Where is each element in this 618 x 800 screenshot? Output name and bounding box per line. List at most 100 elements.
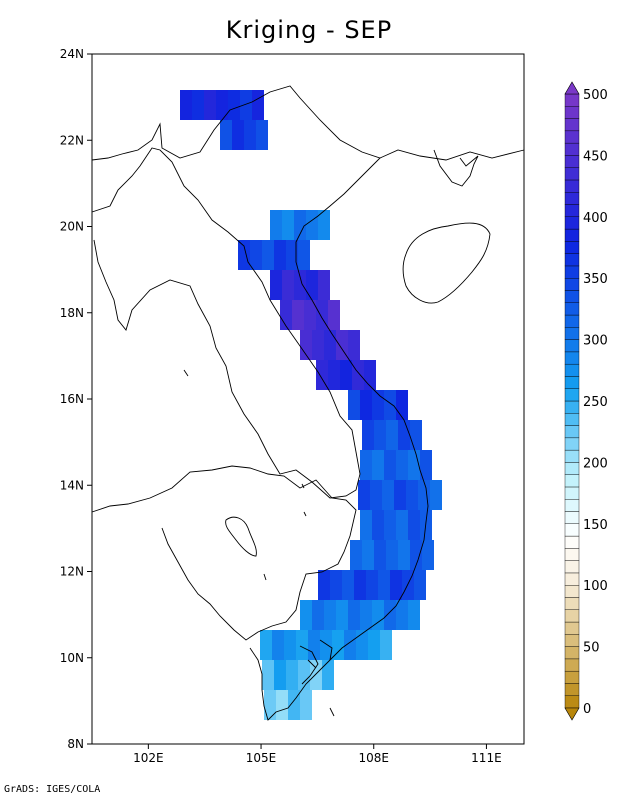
- colorbar-label: 350: [583, 272, 608, 287]
- grid-cell: [382, 480, 394, 510]
- leizhou-peninsula: [433, 149, 479, 187]
- grid-cell: [232, 120, 244, 150]
- grid-cell: [336, 330, 348, 360]
- grid-cell: [238, 240, 250, 270]
- grid-cell: [300, 600, 312, 630]
- x-axis: 102E 105E 108E 111E: [133, 744, 502, 765]
- colorbar-swatch: [564, 363, 580, 377]
- grid-cell: [354, 570, 366, 600]
- colorbar-label: 150: [583, 518, 608, 533]
- grid-cell: [350, 540, 362, 570]
- colorbar-swatch: [564, 142, 580, 156]
- colorbar-swatch: [564, 683, 580, 696]
- vietnam-coast: [249, 157, 429, 721]
- grid-cell: [282, 270, 294, 300]
- grid-cell: [420, 450, 432, 480]
- grid-cell: [372, 600, 384, 630]
- laos-border: [91, 147, 361, 499]
- colorbar-swatch: [564, 130, 580, 144]
- grid-cell: [418, 480, 430, 510]
- y-tick-label: 8N: [67, 737, 84, 751]
- grid-cell: [264, 690, 276, 720]
- grid-cell: [358, 480, 370, 510]
- hainan-island: [402, 222, 491, 304]
- y-tick-label: 20N: [60, 220, 84, 234]
- grid-cell: [342, 570, 354, 600]
- grid-cell: [362, 540, 374, 570]
- grid-cell: [386, 420, 398, 450]
- grid-cell: [204, 90, 216, 120]
- colorbar-swatch: [564, 695, 580, 709]
- colorbar-swatch: [564, 376, 580, 389]
- colorbar-label: 400: [583, 211, 608, 226]
- colorbar-swatch: [564, 228, 580, 242]
- y-tick-label: 18N: [60, 306, 84, 320]
- china-north-border: [91, 85, 525, 161]
- grid-cell: [240, 90, 252, 120]
- map-title: Kriging - SEP: [225, 16, 393, 44]
- grid-cell: [292, 300, 304, 330]
- grid-cell: [252, 90, 264, 120]
- grid-cell: [286, 240, 298, 270]
- grid-cell: [408, 600, 420, 630]
- grid-cell: [340, 360, 352, 390]
- colorbar-label: 450: [583, 149, 608, 164]
- colorbar-swatch: [564, 670, 580, 684]
- colorbar-swatch: [564, 179, 580, 193]
- grid-cell: [324, 330, 336, 360]
- grid-cell: [390, 570, 402, 600]
- colorbar-swatch: [564, 290, 580, 303]
- grid-cell: [366, 570, 378, 600]
- colorbar-swatch: [564, 535, 580, 549]
- colorbar-swatch: [564, 118, 580, 132]
- grid-cell: [312, 600, 324, 630]
- colorbar-swatch: [564, 474, 580, 488]
- grid-cell: [384, 510, 396, 540]
- grid-cell: [396, 390, 408, 420]
- land-outlines: [91, 85, 525, 721]
- y-tick-label: 10N: [60, 651, 84, 665]
- grid-cell: [328, 360, 340, 390]
- grid-cell: [322, 660, 334, 690]
- grid-cell: [378, 570, 390, 600]
- grid-cell: [318, 210, 330, 240]
- rainfall-grid: [180, 90, 442, 720]
- grid-cell: [372, 450, 384, 480]
- grid-cell: [270, 270, 282, 300]
- colorbar-label: 200: [583, 456, 608, 471]
- grid-cell: [360, 510, 372, 540]
- grid-cell: [430, 480, 442, 510]
- colorbar-swatch: [564, 302, 580, 316]
- colorbar-swatch: [564, 548, 580, 561]
- grid-cell: [348, 390, 360, 420]
- grid-cell: [360, 450, 372, 480]
- colorbar-label: 300: [583, 334, 608, 349]
- grid-cell: [372, 390, 384, 420]
- gulf-islands: [183, 369, 335, 717]
- grid-cell: [396, 450, 408, 480]
- grid-cell: [276, 690, 288, 720]
- grid-cell: [414, 570, 426, 600]
- grid-cell: [332, 630, 344, 660]
- colorbar-swatch: [564, 572, 580, 586]
- colorbar-swatch: [564, 278, 580, 291]
- colorbar-label: 500: [583, 88, 608, 103]
- colorbar-min-arrow: [564, 707, 580, 721]
- grid-cell: [328, 300, 340, 330]
- grid-cell: [324, 600, 336, 630]
- grid-cell: [244, 120, 256, 150]
- y-tick-label: 14N: [60, 478, 84, 492]
- colorbar-swatch: [564, 425, 580, 439]
- grid-cell: [274, 240, 286, 270]
- grid-cell: [348, 330, 360, 360]
- grid-cell: [298, 240, 310, 270]
- grid-cell: [282, 210, 294, 240]
- grid-cell: [422, 540, 434, 570]
- cambodia-lake: [225, 516, 257, 557]
- x-tick-label: 108E: [358, 751, 389, 765]
- colorbar-swatch: [564, 253, 580, 267]
- y-axis: 8N 10N 12N 14N 16N 18N 20N 22N 24N: [60, 47, 92, 751]
- grid-cell: [316, 360, 328, 390]
- grid-cell: [300, 330, 312, 360]
- colorbar-label: 0: [583, 702, 591, 717]
